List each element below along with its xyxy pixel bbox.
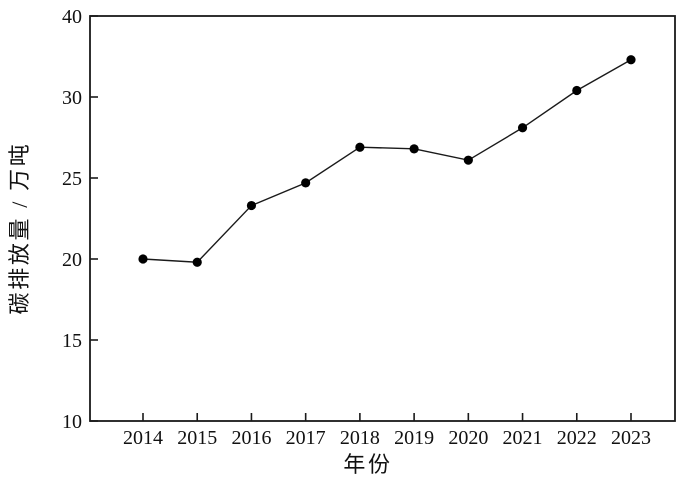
- y-axis-ticks: [90, 15, 98, 422]
- data-point: [463, 155, 473, 165]
- y-axis-title: 碳排放量 / 万吨: [7, 142, 32, 315]
- x-tick-label: 2014: [123, 427, 163, 449]
- data-point: [409, 144, 419, 154]
- x-axis-title: 年份: [343, 452, 392, 477]
- x-tick-label: 2021: [503, 427, 543, 449]
- data-point: [355, 142, 365, 152]
- x-tick-label: 2016: [231, 427, 271, 449]
- y-tick-label: 25: [62, 168, 82, 190]
- x-tick-label: 2023: [611, 427, 651, 449]
- data-point: [192, 257, 202, 267]
- x-axis-tick-labels: 2014 2015 2016 2017 2018 2019 2020 2021 2022 2023: [123, 427, 651, 449]
- x-tick-label: 2017: [286, 427, 326, 449]
- plot-area-border: [89, 15, 676, 422]
- y-tick-label: 30: [62, 87, 82, 109]
- data-point: [626, 55, 636, 65]
- series-line: [142, 59, 632, 263]
- x-axis-ticks: [142, 413, 632, 421]
- data-point: [246, 200, 257, 211]
- y-tick-label: 40: [62, 6, 82, 28]
- x-tick-label: 2022: [557, 427, 597, 449]
- x-tick-label: 2019: [394, 427, 434, 449]
- series-group: [138, 55, 636, 267]
- x-tick-label: 2015: [177, 427, 217, 449]
- x-tick-label: 2020: [448, 427, 488, 449]
- data-point: [138, 254, 148, 264]
- data-point: [301, 178, 311, 188]
- x-tick-label: 2018: [340, 427, 380, 449]
- data-point: [517, 123, 528, 133]
- y-tick-label: 15: [62, 330, 82, 352]
- y-tick-label: 10: [62, 411, 82, 433]
- y-axis-tick-labels: 10 15 20 25 30 40: [62, 6, 82, 433]
- y-tick-label: 20: [62, 249, 82, 271]
- data-point: [572, 85, 582, 96]
